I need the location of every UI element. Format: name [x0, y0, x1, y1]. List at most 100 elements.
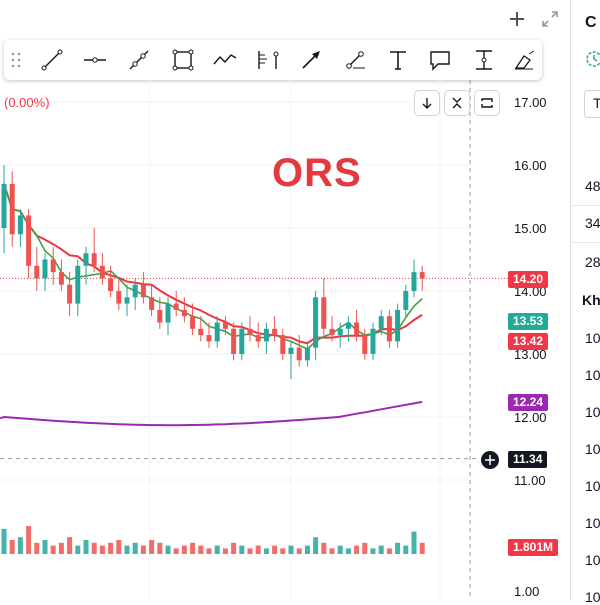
reset-chart-button[interactable]: [474, 90, 500, 116]
scroll-down-button[interactable]: [414, 90, 440, 116]
brush-icon: [346, 51, 365, 69]
volume-bar: [181, 545, 187, 554]
watchlist-cell: 10: [585, 478, 600, 494]
trend-line-tool[interactable]: [37, 45, 67, 75]
volume-bar: [206, 548, 212, 554]
callout-tool[interactable]: [425, 45, 455, 75]
ray-tool[interactable]: [124, 45, 154, 75]
path-icon: [213, 54, 237, 65]
candle-body: [17, 215, 23, 235]
rectangle-tool[interactable]: [168, 45, 198, 75]
horizontal-line-tool[interactable]: [80, 45, 110, 75]
price-tick: 12.00: [514, 410, 547, 425]
volume-bar: [99, 545, 105, 554]
watchlist-cell: 10: [585, 515, 600, 531]
candle-body: [75, 265, 81, 304]
ma-long-tag: 12.24: [508, 394, 549, 411]
candle-body: [280, 335, 286, 354]
candle-body: [116, 291, 122, 304]
candle-body: [329, 328, 335, 336]
watchlist-cell: 34: [585, 215, 600, 231]
candle-body: [239, 328, 245, 354]
volume-bar: [1, 528, 7, 554]
price-tick: 17.00: [514, 95, 547, 110]
add-order-button[interactable]: [481, 451, 499, 469]
price-tick: 13.00: [514, 347, 547, 362]
candle-body: [165, 303, 171, 323]
eraser-icon: [514, 50, 535, 70]
arrow-tool[interactable]: [296, 45, 326, 75]
path-tool[interactable]: [210, 45, 240, 75]
text-icon: [390, 51, 406, 70]
candle-body: [362, 335, 368, 354]
volume-bar: [345, 548, 351, 554]
candle-body: [403, 291, 409, 310]
plus-icon: [510, 12, 524, 26]
volume-bar: [42, 540, 48, 554]
candle-body: [263, 328, 269, 342]
volume-bar: [321, 542, 327, 554]
volume-bar: [9, 540, 15, 554]
fib-tool[interactable]: [253, 45, 283, 75]
crosshair-price-tag: 11.34: [508, 451, 548, 468]
price-range-tool[interactable]: [469, 45, 499, 75]
watchlist-title: C: [585, 14, 597, 31]
volume-bar: [403, 545, 409, 554]
watchlist-cell: 28: [585, 254, 600, 270]
refresh-icon: [481, 98, 493, 108]
brush-tool[interactable]: [340, 45, 370, 75]
ma-fast-line: [3, 183, 423, 345]
volume-bar: [157, 542, 163, 554]
candle-body: [58, 272, 64, 285]
candle-body: [124, 297, 130, 304]
candle-body: [67, 284, 73, 304]
volume-bar: [165, 545, 171, 554]
volume-bar: [395, 542, 401, 554]
volume-bar: [173, 548, 179, 554]
watchlist-cell: 48: [585, 178, 600, 194]
collapse-icon: [452, 97, 462, 109]
candle-body: [108, 278, 114, 291]
trend-line-icon: [41, 49, 63, 71]
watchlist-panel: [570, 0, 600, 600]
volume-bar: [124, 545, 130, 554]
volume-bar: [378, 545, 384, 554]
collapse-button[interactable]: [444, 90, 470, 116]
watchlist-tab[interactable]: [584, 90, 600, 118]
volume-bar: [263, 548, 269, 554]
drawing-toolbar: [4, 40, 542, 80]
candle-body: [9, 183, 15, 235]
price-chart[interactable]: [0, 80, 570, 600]
candle-body: [157, 309, 163, 323]
volume-tag: 1.801M: [508, 539, 559, 556]
eraser-tool[interactable]: [510, 45, 540, 75]
volume-bar: [370, 548, 376, 554]
drag-handle-icon[interactable]: [10, 50, 22, 70]
symbol-watermark: ORS: [272, 151, 362, 195]
rectangle-icon: [172, 49, 194, 71]
add-button[interactable]: [504, 6, 530, 32]
expand-button[interactable]: [537, 6, 563, 32]
candle-body: [231, 328, 237, 354]
volume-bar: [296, 548, 302, 554]
last-price-tag: 14.20: [508, 271, 549, 288]
arrow-down-icon: [422, 98, 432, 109]
clock-icon: [586, 51, 600, 67]
price-tick: 11.00: [514, 473, 546, 488]
volume-bar: [247, 548, 253, 554]
candle-body: [83, 253, 89, 266]
price-tick: 15.00: [514, 221, 547, 236]
candle-body: [304, 347, 310, 361]
text-tool[interactable]: [383, 45, 413, 75]
watchlist-cell: 10: [585, 330, 600, 346]
candle-body: [149, 297, 155, 310]
candle-body: [313, 297, 319, 348]
ray-icon: [129, 50, 149, 70]
candle-body: [386, 316, 392, 342]
candle-body: [345, 322, 351, 329]
candle-body: [354, 322, 360, 336]
volume-bar: [222, 548, 228, 554]
candle-body: [378, 316, 384, 329]
candle-body: [34, 265, 40, 279]
volume-bar: [91, 542, 97, 554]
